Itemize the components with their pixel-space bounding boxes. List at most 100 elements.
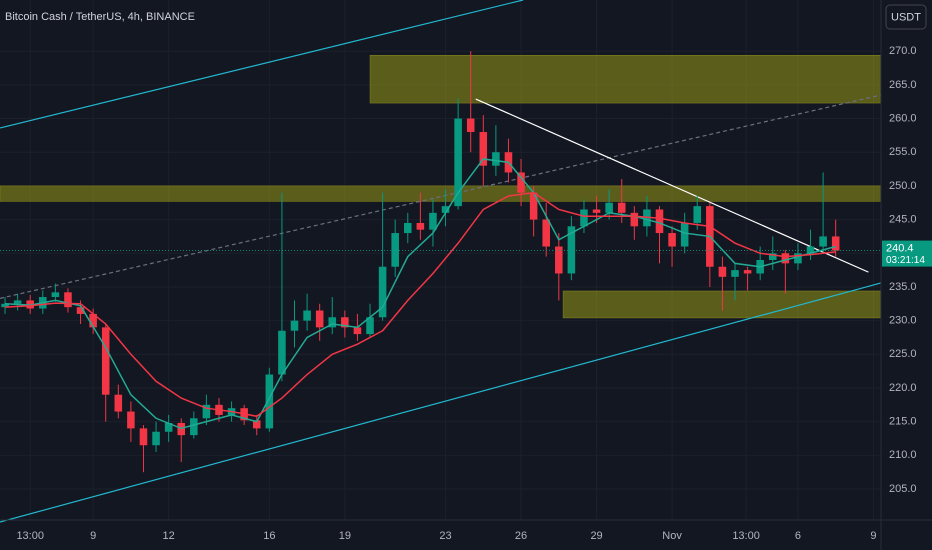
x-tick-label: 13:00 xyxy=(16,530,44,542)
y-tick-label: 230.0 xyxy=(889,315,917,327)
currency-label[interactable]: USDT xyxy=(891,11,921,23)
candle-body xyxy=(391,233,399,267)
candle-body xyxy=(89,313,97,328)
candle-body xyxy=(278,330,286,375)
trend-line xyxy=(475,98,869,273)
y-tick-label: 250.0 xyxy=(889,180,917,192)
candle-body xyxy=(441,206,450,213)
trend-line xyxy=(0,94,882,299)
trend-line xyxy=(0,0,524,129)
candle-body xyxy=(416,222,425,230)
candle-body xyxy=(378,266,387,318)
candle-body xyxy=(114,394,123,412)
zone xyxy=(369,54,882,104)
trend-line xyxy=(0,282,882,523)
currency-button[interactable] xyxy=(885,4,927,30)
candle-body xyxy=(139,428,148,446)
candle-body xyxy=(101,327,110,395)
candle-body xyxy=(479,132,488,166)
candle-body xyxy=(542,219,550,247)
candle-body xyxy=(404,222,412,234)
candle-body xyxy=(127,411,135,429)
x-tick-label: 9 xyxy=(870,530,876,542)
candle-body xyxy=(466,118,475,133)
candle-body xyxy=(668,233,676,247)
candle-body xyxy=(366,317,374,335)
x-tick-label: 29 xyxy=(590,530,602,542)
candle-body xyxy=(693,206,702,223)
candle-body xyxy=(580,209,588,227)
drawings xyxy=(0,0,882,523)
y-tick-label: 225.0 xyxy=(889,348,917,360)
candle-body xyxy=(51,292,60,298)
candle-body xyxy=(592,209,601,213)
candle-body xyxy=(743,270,752,274)
zone xyxy=(0,185,882,202)
moving-averages xyxy=(4,158,836,430)
y-tick-label: 235.0 xyxy=(889,281,917,293)
y-tick-label: 220.0 xyxy=(889,382,917,394)
x-tick-label: 9 xyxy=(90,530,96,542)
candle-body xyxy=(315,310,324,328)
candle-body xyxy=(429,212,437,230)
candle-body xyxy=(819,236,827,247)
x-tick-label: 23 xyxy=(439,530,451,542)
candle-body xyxy=(190,418,198,436)
y-tick-label: 210.0 xyxy=(889,449,917,461)
candle-body xyxy=(806,246,815,254)
candle-body xyxy=(13,300,22,304)
candle-body xyxy=(517,172,525,193)
candle-body xyxy=(76,307,85,314)
candle-body xyxy=(617,202,626,213)
last-price-box xyxy=(882,240,932,267)
candle-body xyxy=(328,317,337,328)
moving-average xyxy=(4,191,836,418)
y-tick-label: 255.0 xyxy=(889,146,917,158)
candle-body xyxy=(64,292,72,308)
x-tick-label: Nov xyxy=(662,530,682,542)
candle-body xyxy=(529,192,538,220)
candle-body xyxy=(1,303,9,308)
candle-body xyxy=(731,270,739,277)
candle-body xyxy=(164,423,173,432)
x-tick-label: 16 xyxy=(263,530,275,542)
candle-body xyxy=(794,253,802,264)
candle-body xyxy=(353,327,362,335)
x-tick-label: 13:00 xyxy=(732,530,760,542)
x-tick-label: 19 xyxy=(339,530,351,542)
last-price-label: 240.4 xyxy=(886,242,914,254)
axes: 205.0210.0215.0220.0225.0230.0235.0240.0… xyxy=(16,45,916,542)
candle-body xyxy=(265,374,274,429)
x-tick-label: 12 xyxy=(163,530,175,542)
candle-body xyxy=(718,266,727,277)
candle-body xyxy=(655,209,664,234)
candle-body xyxy=(768,253,777,260)
candle-body xyxy=(152,431,160,446)
candle-body xyxy=(831,236,840,251)
candle-body xyxy=(492,152,500,166)
y-tick-label: 245.0 xyxy=(889,213,917,225)
moving-average xyxy=(4,158,836,430)
y-tick-label: 260.0 xyxy=(889,112,917,124)
x-tick-label: 26 xyxy=(515,530,527,542)
y-tick-label: 215.0 xyxy=(889,416,917,428)
candle-body xyxy=(630,212,639,227)
candle-body xyxy=(567,226,576,274)
candle-body xyxy=(680,222,689,247)
candle-body xyxy=(555,246,563,274)
candle-body xyxy=(341,317,349,328)
candle-body xyxy=(454,118,462,207)
candle-body xyxy=(290,320,299,331)
x-tick-label: 6 xyxy=(795,530,801,542)
candle-body xyxy=(202,404,211,419)
y-tick-label: 270.0 xyxy=(889,45,917,57)
y-tick-label: 265.0 xyxy=(889,79,917,91)
zones xyxy=(0,54,882,319)
chart-title: Bitcoin Cash / TetherUS, 4h, BINANCE xyxy=(5,11,195,23)
countdown-label: 03:21:14 xyxy=(886,255,925,266)
candle-body xyxy=(605,202,613,213)
candle-body xyxy=(781,253,790,264)
